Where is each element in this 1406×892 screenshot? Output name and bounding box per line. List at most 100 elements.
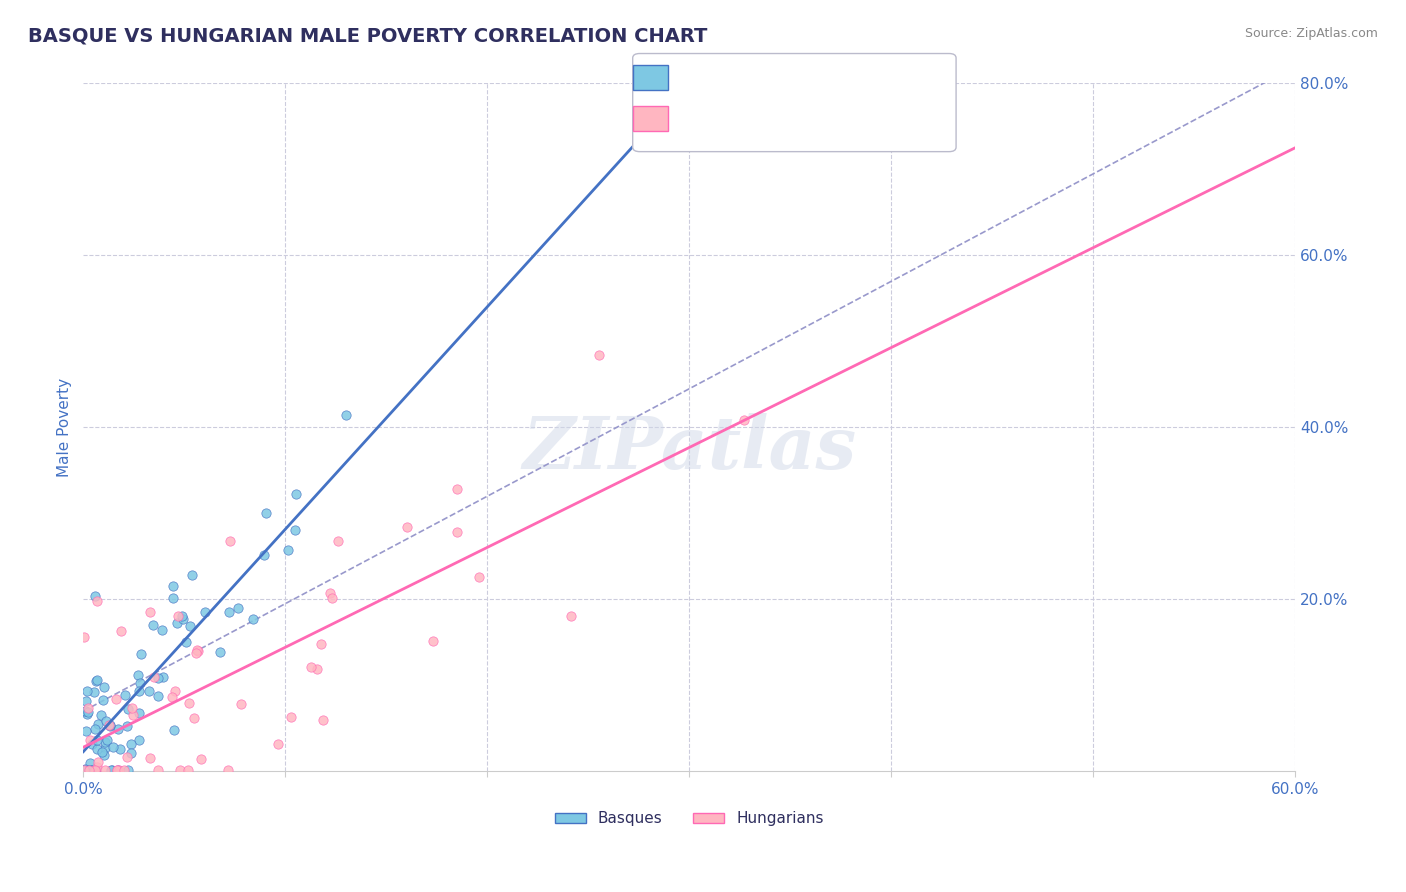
Hungarians bbox=[446, 525, 468, 540]
Hungarians bbox=[312, 713, 335, 727]
Hungarians bbox=[122, 708, 145, 723]
Hungarians bbox=[110, 624, 132, 638]
Text: N =: N = bbox=[780, 110, 810, 124]
Basques bbox=[76, 707, 98, 722]
Basques bbox=[284, 523, 307, 537]
Basques bbox=[83, 722, 105, 736]
Basques bbox=[163, 723, 186, 737]
Basques bbox=[91, 693, 114, 707]
Basques bbox=[128, 684, 150, 698]
Hungarians bbox=[280, 710, 302, 724]
Hungarians bbox=[160, 690, 183, 704]
Basques bbox=[166, 615, 188, 630]
Basques bbox=[117, 764, 139, 778]
Hungarians bbox=[105, 764, 128, 778]
Basques bbox=[107, 723, 129, 737]
Hungarians bbox=[107, 764, 129, 778]
Basques bbox=[146, 671, 169, 685]
Hungarians bbox=[139, 751, 162, 765]
Basques bbox=[284, 487, 307, 501]
Basques bbox=[114, 688, 136, 702]
Basques bbox=[87, 717, 110, 731]
Hungarians bbox=[169, 764, 191, 778]
Text: 79: 79 bbox=[830, 70, 851, 85]
Basques bbox=[152, 670, 174, 684]
Basques bbox=[146, 690, 169, 704]
Basques bbox=[93, 680, 115, 694]
Hungarians bbox=[98, 718, 121, 732]
Basques bbox=[90, 708, 112, 723]
Basques bbox=[83, 685, 105, 699]
Basques bbox=[172, 612, 194, 626]
Hungarians bbox=[229, 697, 252, 711]
Hungarians bbox=[139, 605, 162, 619]
Basques bbox=[94, 735, 117, 749]
Hungarians bbox=[86, 760, 108, 774]
Basques bbox=[86, 673, 108, 687]
Hungarians bbox=[79, 732, 101, 747]
Basques bbox=[208, 644, 231, 658]
Hungarians bbox=[121, 700, 143, 714]
Y-axis label: Male Poverty: Male Poverty bbox=[58, 378, 72, 477]
Basques bbox=[84, 589, 107, 603]
Basques bbox=[252, 548, 274, 562]
Hungarians bbox=[319, 586, 342, 600]
Legend: Basques, Hungarians: Basques, Hungarians bbox=[550, 805, 830, 832]
Hungarians bbox=[305, 662, 328, 676]
Basques bbox=[84, 764, 107, 778]
Hungarians bbox=[266, 737, 288, 751]
Basques bbox=[170, 609, 193, 624]
Text: 0.495: 0.495 bbox=[703, 110, 751, 124]
Basques bbox=[138, 684, 160, 698]
Basques bbox=[76, 683, 98, 698]
Hungarians bbox=[217, 764, 239, 778]
Basques bbox=[73, 704, 96, 718]
Basques bbox=[93, 747, 115, 762]
Basques bbox=[107, 764, 129, 778]
Basques bbox=[128, 732, 150, 747]
Hungarians bbox=[446, 482, 468, 496]
Text: ZIPatlas: ZIPatlas bbox=[522, 412, 856, 483]
Basques bbox=[254, 506, 277, 520]
Basques bbox=[117, 702, 139, 716]
Basques bbox=[82, 737, 104, 751]
Hungarians bbox=[163, 683, 186, 698]
Hungarians bbox=[94, 764, 117, 778]
Text: R =: R = bbox=[657, 110, 685, 124]
Basques bbox=[120, 737, 142, 751]
Hungarians bbox=[114, 764, 136, 778]
Text: R =: R = bbox=[657, 70, 685, 85]
Basques bbox=[194, 605, 217, 619]
Hungarians bbox=[560, 608, 582, 623]
Hungarians bbox=[733, 413, 755, 427]
Basques bbox=[129, 647, 152, 661]
Basques bbox=[152, 624, 174, 638]
Hungarians bbox=[86, 755, 108, 769]
Basques bbox=[127, 667, 149, 681]
Hungarians bbox=[177, 764, 200, 778]
Basques bbox=[174, 635, 197, 649]
Basques bbox=[84, 673, 107, 688]
Basques bbox=[120, 746, 142, 760]
Hungarians bbox=[309, 637, 332, 651]
Text: BASQUE VS HUNGARIAN MALE POVERTY CORRELATION CHART: BASQUE VS HUNGARIAN MALE POVERTY CORRELA… bbox=[28, 27, 707, 45]
Basques bbox=[94, 740, 117, 755]
Basques bbox=[75, 762, 97, 776]
Basques bbox=[128, 706, 150, 720]
Hungarians bbox=[83, 764, 105, 778]
Basques bbox=[96, 733, 118, 747]
Basques bbox=[180, 567, 202, 582]
Hungarians bbox=[218, 534, 240, 549]
Basques bbox=[75, 694, 97, 708]
Basques bbox=[226, 601, 249, 615]
Hungarians bbox=[73, 630, 96, 644]
Basques bbox=[98, 719, 121, 733]
Hungarians bbox=[190, 752, 212, 766]
Basques bbox=[94, 714, 117, 728]
Basques bbox=[77, 764, 100, 778]
Hungarians bbox=[422, 634, 444, 648]
Hungarians bbox=[468, 570, 491, 584]
Hungarians bbox=[299, 660, 322, 674]
Hungarians bbox=[184, 646, 207, 660]
Basques bbox=[72, 764, 94, 778]
